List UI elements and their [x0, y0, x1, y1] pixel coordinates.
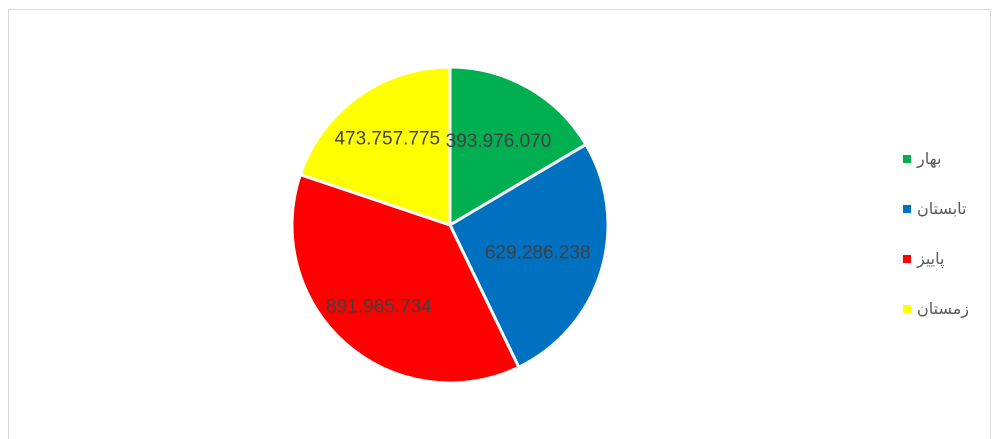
pie-slices — [290, 65, 610, 385]
legend-item-paeez: پاییز — [903, 246, 987, 272]
legend-swatch — [903, 255, 911, 263]
data-label-tabestan: 629.286.238 — [485, 243, 591, 264]
legend-label: تابستان — [917, 201, 967, 218]
pie-slice-zemestan — [298, 65, 452, 227]
legend-item-zemestan: زمستان — [903, 296, 987, 322]
legend-swatch — [903, 155, 911, 163]
legend-label: زمستان — [917, 301, 970, 318]
legend-label: پاییز — [917, 251, 945, 268]
pie-slice-bahar — [448, 65, 588, 227]
legend-item-bahar: بهار — [903, 146, 987, 172]
pie-slice-paeez — [290, 173, 521, 385]
legend-swatch — [903, 205, 911, 213]
legend-label: بهار — [917, 151, 942, 168]
pie-data-labels: 393.976.070 629.286.238 891.965.734 473.757… — [326, 129, 590, 318]
pie-slice-tabestan — [448, 143, 610, 369]
legend-swatch — [903, 305, 911, 313]
data-label-paeez: 891.965.734 — [326, 297, 432, 318]
legend: بهار تابستان پاییز زمستان — [903, 146, 987, 346]
legend-item-tabestan: تابستان — [903, 196, 987, 222]
data-label-zemestan: 473.757.775 — [334, 129, 440, 150]
data-label-bahar: 393.976.070 — [446, 131, 552, 152]
chart-frame — [8, 9, 991, 439]
